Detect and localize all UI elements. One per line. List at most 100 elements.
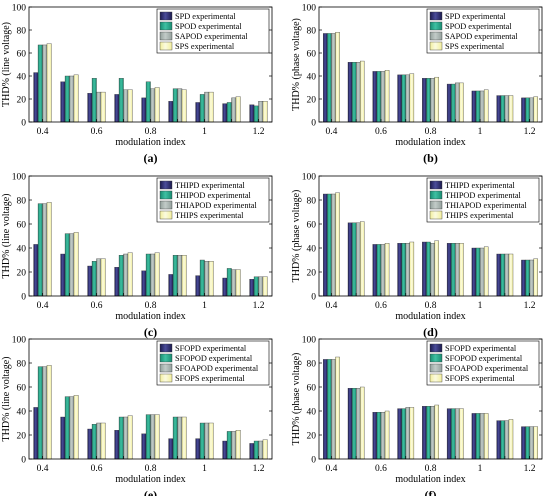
y-tick-label: 100 <box>302 4 317 14</box>
bar <box>199 422 205 460</box>
bar <box>96 422 102 460</box>
bar <box>199 259 205 297</box>
bar <box>141 433 147 460</box>
bar <box>475 413 481 460</box>
bar <box>504 420 510 460</box>
bar <box>177 255 183 297</box>
bar <box>331 33 336 123</box>
bar <box>430 243 435 297</box>
legend-entry: THIPS experimental <box>175 211 244 220</box>
x-tick-label: 1 <box>202 464 207 474</box>
y-tick-label: 80 <box>17 360 27 370</box>
bar <box>64 396 70 460</box>
bar <box>262 439 268 460</box>
bar <box>222 103 228 123</box>
bar <box>33 244 39 297</box>
x-tick-label: 1.2 <box>524 127 536 137</box>
legend-entry: SAPOD experimental <box>175 32 248 41</box>
bar <box>327 33 332 123</box>
bar <box>323 33 328 123</box>
y-tick-label: 60 <box>307 50 317 60</box>
x-tick-label: 0.6 <box>375 127 387 137</box>
bar <box>521 426 526 460</box>
y-tick-label: 0 <box>311 119 316 129</box>
bar <box>397 74 402 123</box>
y-tick-label: 100 <box>302 336 317 346</box>
legend-box <box>156 8 270 54</box>
bar <box>405 74 410 123</box>
bar <box>64 75 70 123</box>
bar <box>141 270 147 297</box>
y-tick-label: 100 <box>302 173 317 183</box>
bar <box>42 44 48 123</box>
bar <box>426 78 431 123</box>
bar <box>430 78 435 123</box>
bar <box>145 253 151 297</box>
bar <box>222 277 228 297</box>
bar <box>181 255 187 297</box>
x-tick-label: 1.2 <box>524 301 536 311</box>
y-tick-label: 100 <box>12 173 27 183</box>
bar <box>471 90 477 123</box>
bar <box>525 426 530 460</box>
bar <box>73 395 79 460</box>
legend-entry: THIAPOD experimental <box>175 201 257 210</box>
bar <box>145 81 151 123</box>
bar <box>508 253 514 297</box>
x-tick-label: 0.6 <box>375 464 387 474</box>
bar <box>60 416 66 460</box>
bar <box>422 241 427 297</box>
y-tick-label: 60 <box>17 384 27 394</box>
legend-swatch <box>159 343 173 353</box>
x-tick-label: 1.2 <box>253 127 265 137</box>
bar <box>69 396 75 460</box>
legend-swatch <box>159 353 173 363</box>
y-tick-label: 100 <box>12 4 27 14</box>
legend-box <box>156 177 270 223</box>
chart-panel: 0 20 40 60 80 100 0.4 0.6 0.8 1 1.2 modulation inde… <box>1 4 273 165</box>
bar <box>258 276 264 297</box>
y-tick-label: 80 <box>307 360 317 370</box>
bar <box>434 76 439 123</box>
bar <box>525 97 530 123</box>
bar <box>60 253 66 297</box>
bar <box>508 419 514 460</box>
bar <box>69 233 75 297</box>
bar <box>69 75 75 123</box>
bar <box>231 431 237 460</box>
bar <box>168 101 174 123</box>
y-tick-label: 40 <box>307 245 317 255</box>
chart-panel: 0 20 40 60 80 100 0.4 0.6 0.8 1 1.2 modulation inde… <box>291 4 543 165</box>
x-axis-label: modulation index <box>115 311 185 322</box>
legend-box <box>426 8 540 54</box>
y-tick-label: 60 <box>307 384 317 394</box>
bar <box>235 269 241 297</box>
bar <box>483 246 489 297</box>
bar <box>351 222 357 297</box>
bar <box>446 83 452 123</box>
bar <box>455 408 460 460</box>
legend-entry: SFOPS experimental <box>175 374 246 383</box>
panel-label: (f) <box>425 488 437 496</box>
bar <box>172 416 178 460</box>
bar <box>471 247 477 297</box>
legend-swatch <box>429 363 443 373</box>
bar <box>208 261 214 297</box>
bar <box>231 97 237 123</box>
bar <box>479 413 485 460</box>
y-axis-label: THD% (phase voltage) <box>291 190 302 283</box>
bar <box>118 255 124 297</box>
bar <box>199 94 205 123</box>
bar <box>226 102 232 123</box>
bar <box>37 366 43 460</box>
bar <box>91 424 97 460</box>
bar <box>235 96 241 123</box>
chart-panel: 0 20 40 60 80 100 0.4 0.6 0.8 1 1.2 modulation inde… <box>291 173 543 339</box>
bar <box>360 386 365 460</box>
bar <box>360 221 365 297</box>
bar <box>459 408 464 460</box>
x-tick-label: 1 <box>202 127 207 137</box>
legend-swatch <box>429 41 443 51</box>
legend-box <box>426 340 540 386</box>
